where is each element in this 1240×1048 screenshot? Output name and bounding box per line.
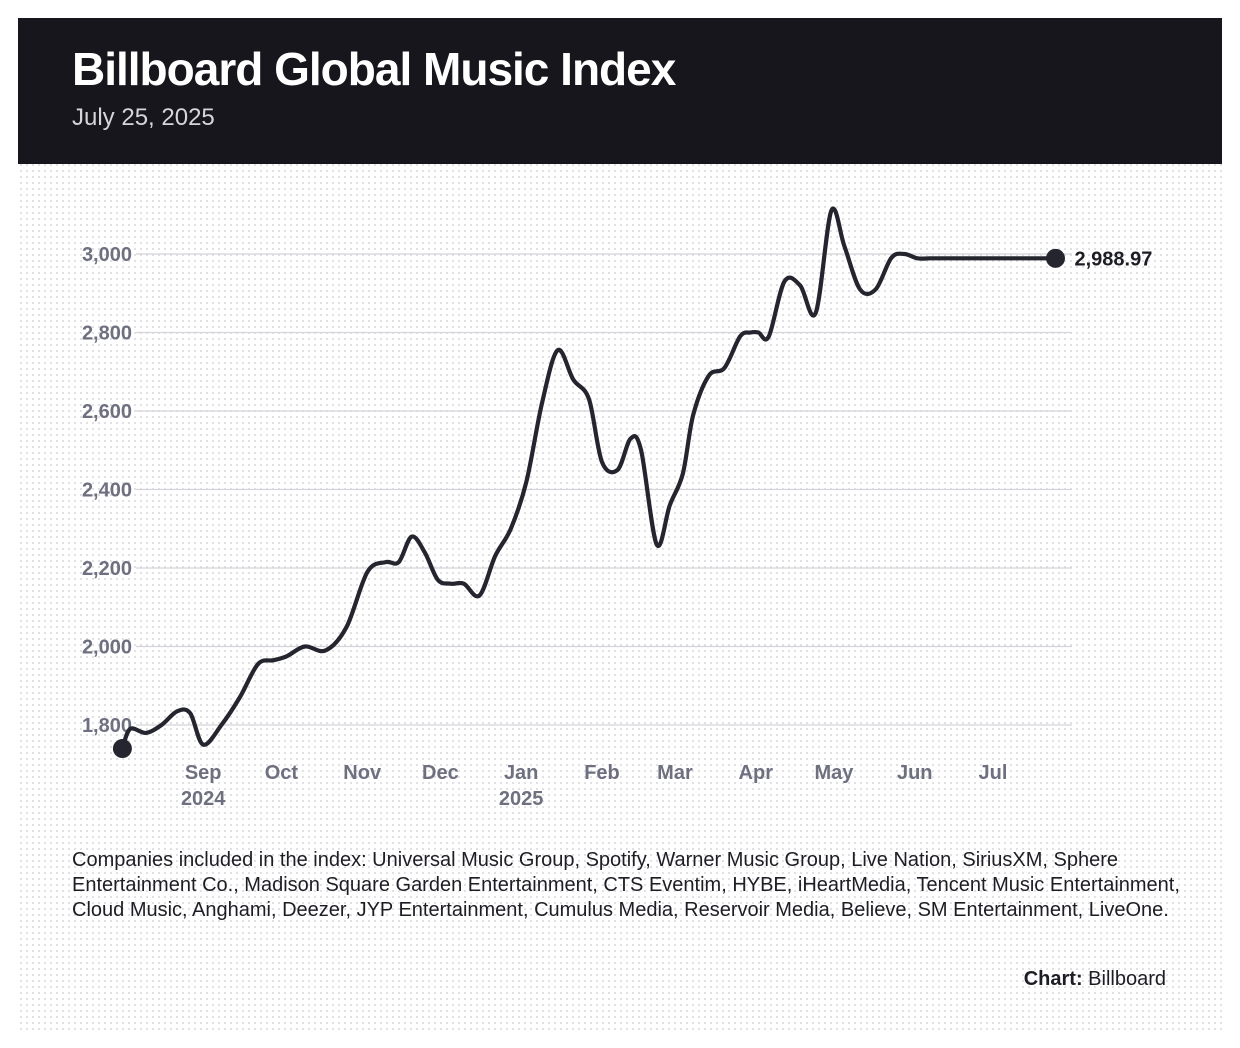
end-value-label: 2,988.97: [1075, 248, 1153, 270]
chart-header: Billboard Global Music Index July 25, 20…: [18, 18, 1222, 164]
x-tick-label: Nov: [343, 762, 382, 784]
y-tick-label: 3,000: [82, 244, 132, 266]
credit-source: Billboard: [1088, 968, 1166, 990]
gridlines: [136, 253, 1072, 726]
x-axis-ticks: Sep 2024 Oct Nov Dec Jan 2025 Feb Mar Apr May Jun Ju…: [181, 762, 1007, 810]
start-point-marker: [112, 739, 132, 759]
index-line: [120, 206, 1058, 751]
line-chart: 1,800 2,000 2,200 2,400 2,600 2,800 3,000 Sep 2…: [82, 206, 1153, 810]
x-tick-year: 2024: [181, 788, 226, 810]
chart-credit: Chart: Billboard: [1024, 968, 1166, 991]
x-tick-label: Jun: [897, 762, 933, 784]
end-point-marker: [1046, 248, 1065, 268]
y-tick-label: 2,800: [82, 323, 132, 345]
x-tick-label: Jan: [504, 762, 538, 784]
x-tick-label: Dec: [422, 762, 459, 784]
chart-title: Billboard Global Music Index: [72, 43, 676, 95]
y-tick-label: 2,400: [82, 480, 132, 502]
x-tick-label: Sep: [185, 762, 222, 784]
y-tick-label: 1,800: [82, 715, 132, 737]
chart-date: July 25, 2025: [72, 104, 215, 131]
x-tick-label: Feb: [584, 762, 620, 784]
companies-footnote: Companies included in the index: Univers…: [72, 849, 1180, 921]
y-tick-label: 2,000: [82, 637, 132, 659]
x-tick-label: Apr: [739, 762, 774, 784]
x-tick-label: Oct: [265, 762, 299, 784]
series-layer: 2,988.97: [112, 206, 1153, 759]
y-axis-ticks: 1,800 2,000 2,200 2,400 2,600 2,800 3,000: [82, 244, 132, 737]
x-tick-label: May: [815, 762, 855, 784]
credit-label: Chart:: [1023, 968, 1083, 990]
x-tick-label: Jul: [978, 762, 1007, 784]
y-tick-label: 2,200: [82, 558, 132, 580]
x-tick-label: Mar: [657, 762, 693, 784]
x-tick-year: 2025: [499, 788, 544, 810]
chart-card: Billboard Global Music Index July 25, 20…: [18, 18, 1222, 1030]
y-tick-label: 2,600: [82, 401, 132, 423]
